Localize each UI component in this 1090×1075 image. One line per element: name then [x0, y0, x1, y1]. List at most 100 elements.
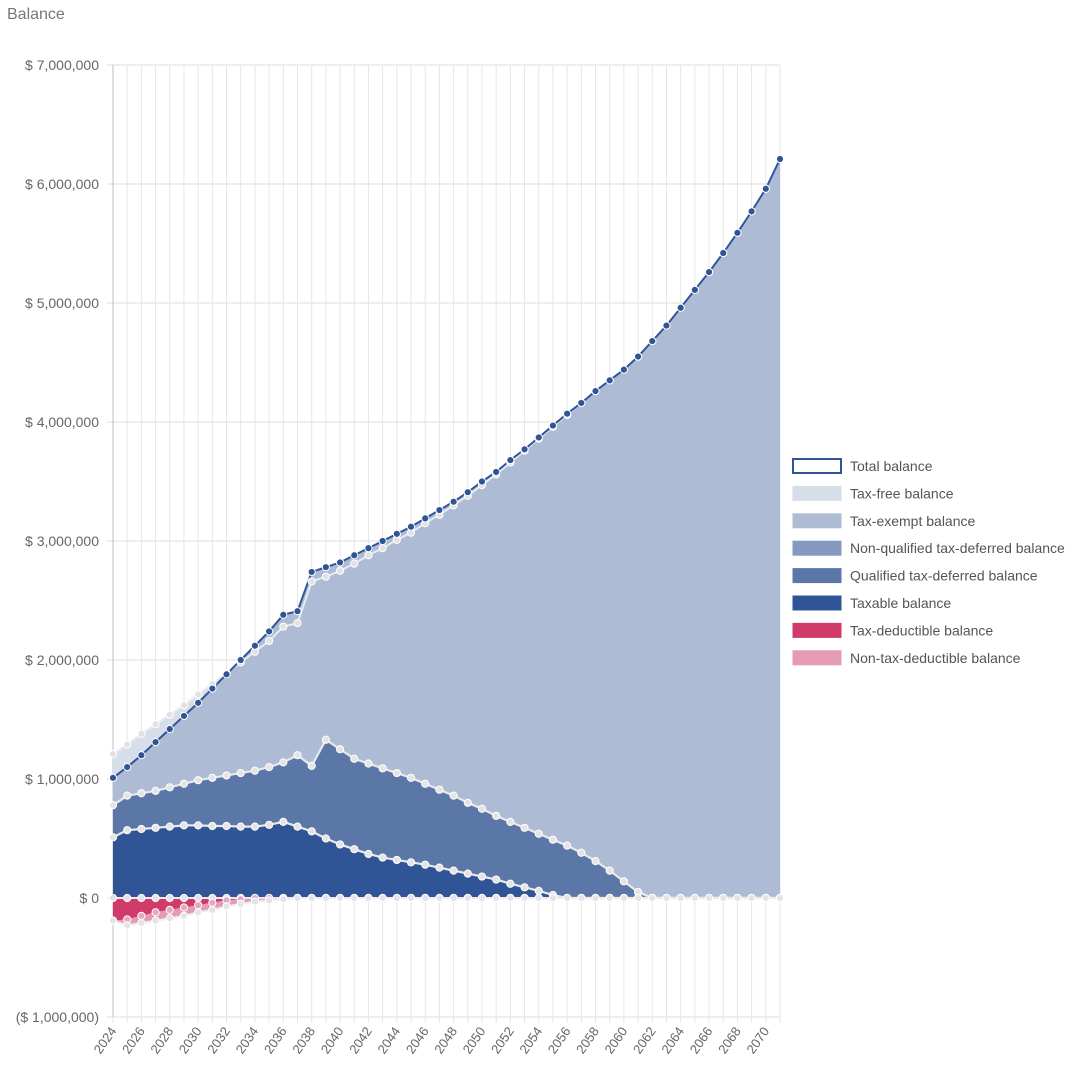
- total-balance-point: [378, 536, 387, 546]
- zero-point: [194, 893, 203, 903]
- taxable-point: [123, 826, 132, 835]
- taxable-point: [293, 822, 302, 831]
- total-balance-point: [477, 477, 487, 486]
- nonqual-point: [137, 789, 146, 798]
- nonqual-point: [364, 759, 373, 768]
- tax-free-point: [293, 619, 302, 628]
- non-tax-deductible-point: [421, 893, 430, 903]
- tax-free-point: [307, 577, 316, 586]
- x-tick-label: 2030: [176, 1024, 205, 1056]
- tax-free-point: [265, 636, 274, 646]
- legend-swatch-qual: [791, 567, 843, 585]
- y-tick-label: $ 5,000,000: [25, 295, 99, 311]
- non-tax-deductible-point: [477, 893, 487, 903]
- qualified-tax-deferred-area: [113, 739, 780, 898]
- y-tick-label: $ 0: [80, 890, 100, 906]
- nonqual-point: [435, 785, 444, 794]
- taxable-point: [477, 872, 487, 881]
- x-tick-label: 2056: [545, 1024, 574, 1056]
- non-tax-deductible-point: [648, 893, 657, 903]
- x-tick-label: 2062: [630, 1024, 659, 1056]
- non-tax-deductible-point: [492, 893, 501, 903]
- taxable-point: [520, 883, 529, 892]
- y-tick-label: $ 7,000,000: [25, 57, 99, 73]
- nonqual-point: [250, 766, 260, 775]
- taxable-point: [265, 820, 274, 829]
- total-balance-point: [236, 655, 245, 665]
- non-tax-deductible-point: [719, 893, 728, 903]
- x-tick-label: 2038: [289, 1024, 318, 1056]
- non-tax-deductible-point: [548, 893, 558, 903]
- total-balance-point: [364, 544, 373, 553]
- legend-swatch-nonqual: [791, 539, 843, 557]
- non-tax-deductible-point: [662, 893, 671, 903]
- nonqual-point: [222, 771, 231, 780]
- total-balance-point: [719, 248, 728, 258]
- non-tax-deductible-point: [591, 893, 600, 903]
- total-balance-point: [123, 763, 132, 772]
- x-tick-label: 2042: [346, 1024, 375, 1056]
- total-balance-point: [648, 336, 657, 346]
- nonqual-point: [293, 751, 302, 760]
- total-balance-point: [406, 522, 416, 531]
- taxable-point: [350, 845, 359, 854]
- total-balance-point: [534, 433, 543, 442]
- non-tax-deductible-point: [690, 893, 699, 903]
- legend-label-tax_exempt: Tax-exempt balance: [850, 513, 976, 529]
- tax-free-point: [165, 710, 174, 719]
- total-balance-point: [761, 184, 770, 193]
- non-tax-deductible-point: [747, 893, 756, 903]
- nonqual-point: [392, 768, 401, 778]
- nonqual-point: [492, 811, 501, 820]
- total-balance-point: [733, 228, 742, 237]
- tax-free-point: [364, 551, 373, 560]
- x-tick-label: 2036: [261, 1024, 290, 1056]
- tax-free-point: [350, 559, 359, 568]
- nonqual-point: [123, 791, 132, 800]
- nonqual-point: [619, 877, 628, 886]
- x-tick-label: 2050: [460, 1024, 489, 1056]
- total-balance-point: [208, 684, 217, 693]
- legend-label-nonqual: Non-qualified tax-deferred balance: [850, 540, 1065, 556]
- taxable-point: [321, 834, 330, 843]
- total-balance-point: [165, 724, 174, 734]
- x-tick-label: 2046: [403, 1024, 432, 1056]
- total-balance-point: [775, 154, 785, 164]
- nonqual-point: [350, 754, 359, 763]
- nonqual-point: [406, 773, 416, 782]
- total-balance-point: [222, 670, 231, 679]
- non-tax-deductible-point: [633, 893, 643, 903]
- legend-label-total: Total balance: [850, 458, 933, 474]
- nonqual-point: [534, 829, 543, 838]
- total-balance-point: [335, 558, 345, 567]
- legend-swatch-tax_exempt: [791, 512, 843, 530]
- non-tax-deductible-point: [605, 893, 614, 903]
- tax-free-point: [194, 690, 203, 699]
- nonqual-point: [520, 823, 529, 832]
- non-tax-deductible-point: [733, 893, 742, 903]
- nonqual-point: [179, 779, 189, 788]
- total-balance-point: [676, 303, 685, 312]
- tax-deductible-point: [165, 905, 174, 915]
- nonqual-point: [151, 786, 160, 796]
- tax-free-point: [151, 720, 160, 729]
- non-tax-deductible-point: [520, 893, 529, 903]
- taxable-area: [113, 821, 780, 898]
- legend-swatch-non_tax_deductible: [791, 649, 843, 667]
- legend-label-taxable: Taxable balance: [850, 595, 951, 611]
- nonqual-point: [548, 835, 558, 844]
- total-balance-point: [506, 455, 515, 465]
- taxable-point: [194, 821, 203, 830]
- chart-title: Balance: [7, 6, 65, 23]
- legend-swatch-total: [792, 458, 842, 474]
- non-tax-deductible-point: [392, 893, 401, 903]
- total-balance-point: [279, 610, 288, 619]
- total-balance-point: [492, 467, 501, 477]
- total-balance-point: [151, 738, 160, 747]
- non-tax-deductible-point: [335, 893, 345, 903]
- taxable-point: [364, 849, 373, 859]
- non-tax-deductible-point: [364, 893, 373, 903]
- non-tax-deductible-point: [151, 916, 160, 925]
- zero-point: [123, 893, 132, 903]
